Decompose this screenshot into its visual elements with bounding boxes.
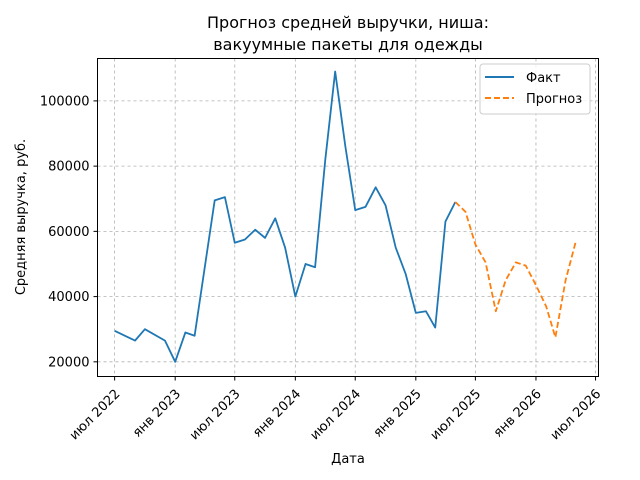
y-axis-title: Средняя выручка, руб. (14, 139, 29, 295)
x-axis-title: Дата (331, 452, 365, 467)
chart-title-line-2: вакуумные пакеты для одежды (213, 35, 483, 54)
legend-label-forecast: Прогноз (526, 92, 582, 107)
y-tick-label: 60000 (48, 225, 89, 240)
y-tick-label: 20000 (48, 355, 89, 370)
legend: Факт Прогноз (479, 63, 591, 115)
y-axis: 20000 40000 60000 80000 100000 (40, 94, 98, 370)
series-line-0 (114, 70, 457, 363)
legend-label-fact: Факт (526, 71, 561, 86)
series-line-1 (454, 201, 577, 339)
series-lines (114, 70, 577, 363)
plot-frame (97, 58, 599, 377)
y-tick-label: 40000 (48, 290, 89, 305)
y-tick-label: 100000 (40, 94, 90, 109)
y-tick-label: 80000 (48, 160, 89, 175)
grid (97, 58, 599, 377)
chart-title-line-1: Прогноз средней выручки, ниша: (207, 13, 489, 32)
